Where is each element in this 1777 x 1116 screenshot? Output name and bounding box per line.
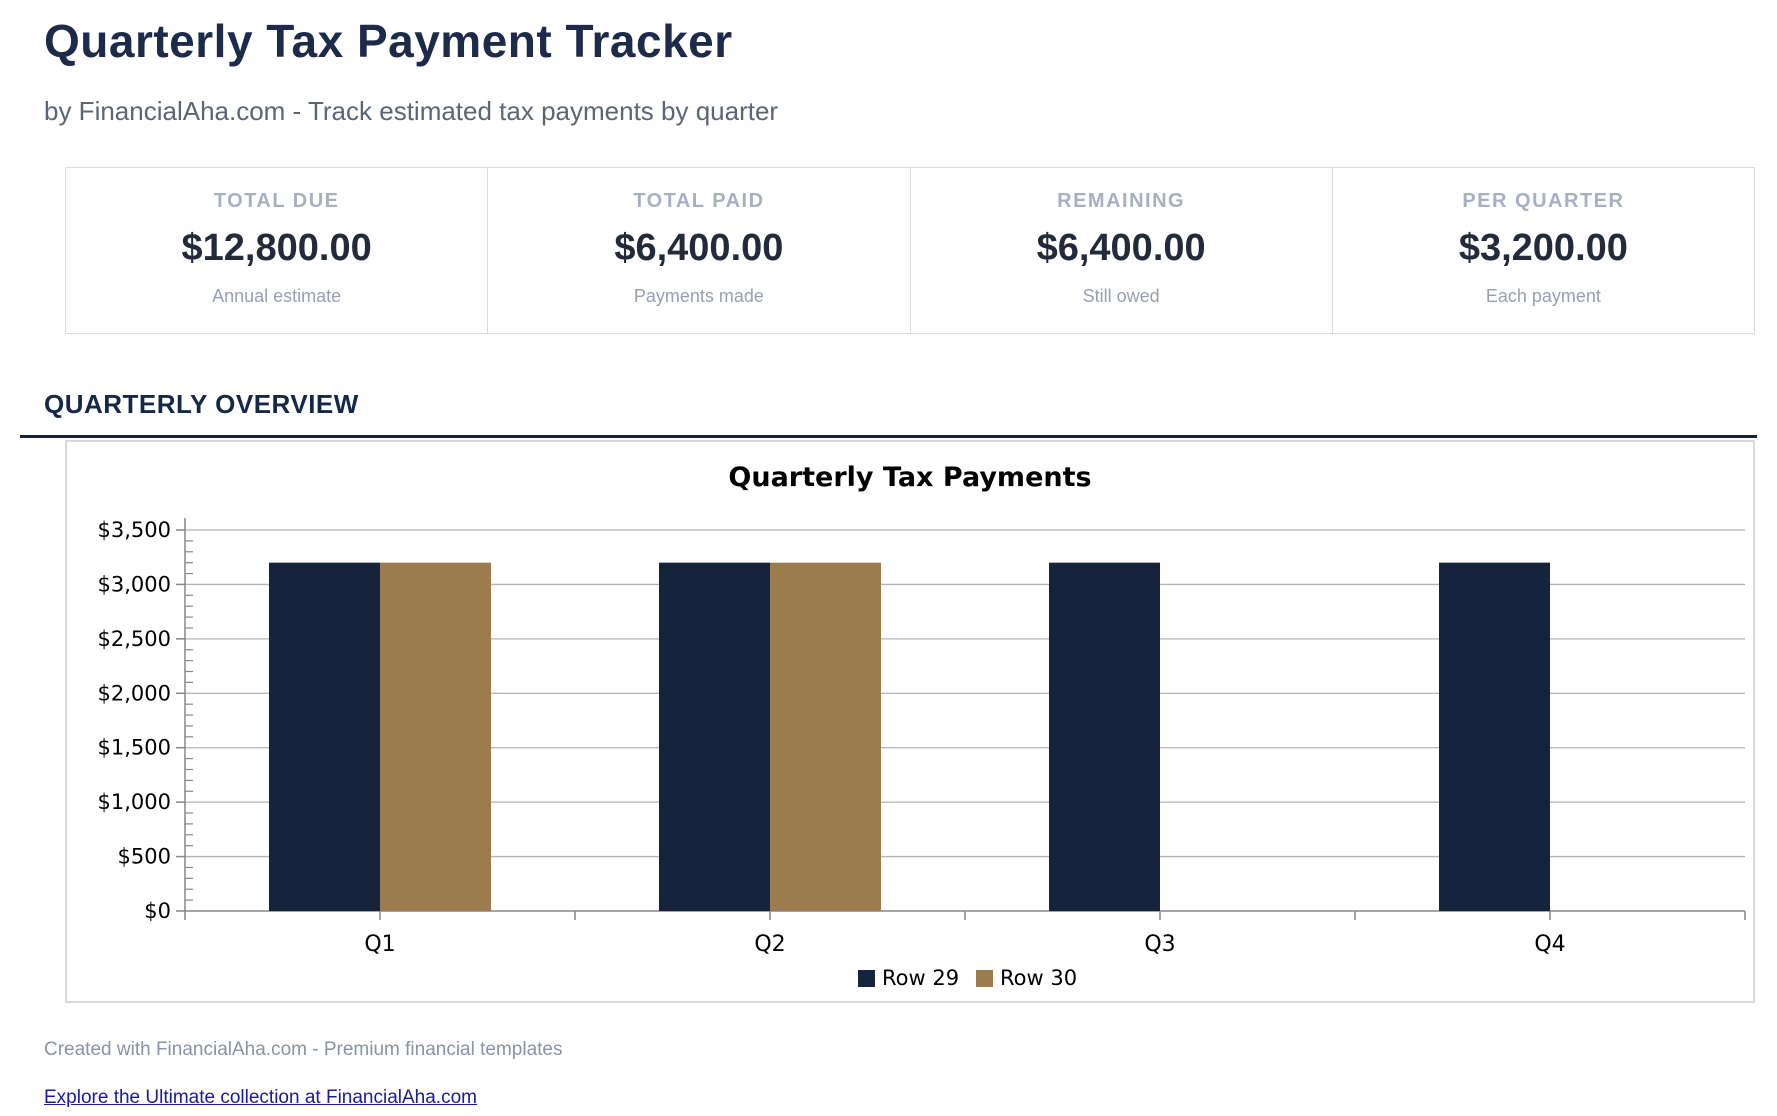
y-tick-label: $500 — [118, 845, 171, 869]
stat-value: $12,800.00 — [181, 227, 372, 269]
bar-chart-svg: $0 $500 $1,000 $1,500 $2,000 $2,500 $3,000 $3,5… — [98, 518, 1746, 990]
page-header: Quarterly Tax Payment Tracker by Financi… — [0, 0, 1777, 127]
bar-q4-row-29 — [1439, 562, 1550, 911]
y-tick-label: $0 — [144, 899, 171, 923]
x-tick-label: Q4 — [1534, 932, 1565, 957]
bar-q1-row-30 — [380, 562, 491, 911]
section-title: QUARTERLY OVERVIEW — [44, 389, 359, 419]
bar-q3-row-29 — [1049, 562, 1160, 911]
chart-title: Quarterly Tax Payments — [728, 462, 1092, 493]
y-tick-label: $2,500 — [98, 627, 171, 651]
y-tick-label: $2,000 — [98, 681, 171, 705]
stat-label: TOTAL PAID — [633, 190, 765, 212]
stat-caption: Payments made — [633, 286, 764, 306]
stat-caption: Annual estimate — [212, 286, 342, 306]
bar-q2-row-30 — [770, 562, 881, 911]
legend-label-row-29: Row 29 — [882, 966, 959, 990]
footer-credit: Created with FinancialAha.com - Premium … — [44, 1039, 563, 1060]
stat-value: $6,400.00 — [614, 227, 784, 269]
x-tick-label: Q2 — [754, 932, 785, 957]
stat-label: PER QUARTER — [1462, 190, 1625, 212]
stat-card-total-due: TOTAL DUE $12,800.00 Annual estimate — [66, 168, 487, 333]
page-footer: Created with FinancialAha.com - Premium … — [44, 1039, 1733, 1109]
x-tick-label: Q3 — [1144, 932, 1175, 957]
stat-value: $6,400.00 — [1036, 227, 1206, 269]
explore-collection-link[interactable]: Explore the Ultimate collection at Finan… — [44, 1087, 477, 1108]
section-divider — [20, 435, 1757, 438]
bar-q1-row-29 — [269, 562, 380, 911]
y-tick-label: $1,500 — [98, 736, 171, 760]
stat-caption: Still owed — [1082, 286, 1160, 306]
chart-panel: Quarterly Tax Payments $0 $500 $1,000 $1,50… — [65, 440, 1755, 1003]
y-tick-label: $3,000 — [98, 572, 171, 596]
stat-label: REMAINING — [1057, 190, 1186, 212]
stat-label: TOTAL DUE — [213, 190, 340, 212]
page-subtitle: by FinancialAha.com - Track estimated ta… — [44, 96, 779, 126]
legend-label-row-30: Row 30 — [1000, 966, 1077, 990]
stat-caption: Each payment — [1485, 286, 1601, 306]
y-tick-label: $3,500 — [98, 518, 171, 542]
bar-q2-row-29 — [659, 562, 770, 911]
y-tick-label: $1,000 — [98, 790, 171, 814]
stat-card-per-quarter: PER QUARTER $3,200.00 Each payment — [1331, 168, 1754, 333]
summary-stats-row: TOTAL DUE $12,800.00 Annual estimate TOT… — [65, 167, 1755, 334]
page-title: Quarterly Tax Payment Tracker — [44, 15, 733, 67]
legend-swatch-row-29 — [858, 970, 875, 987]
legend-swatch-row-30 — [976, 970, 993, 987]
stat-value: $3,200.00 — [1458, 227, 1628, 269]
quarterly-tax-bar-chart: $0 $500 $1,000 $1,500 $2,000 $2,500 $3,000 $3,5… — [67, 442, 1753, 1001]
x-tick-label: Q1 — [364, 932, 395, 957]
stat-card-remaining: REMAINING $6,400.00 Still owed — [909, 168, 1332, 333]
quarterly-overview-section: QUARTERLY OVERVIEW — [20, 389, 1757, 438]
stat-card-total-paid: TOTAL PAID $6,400.00 Payments made — [487, 168, 909, 333]
